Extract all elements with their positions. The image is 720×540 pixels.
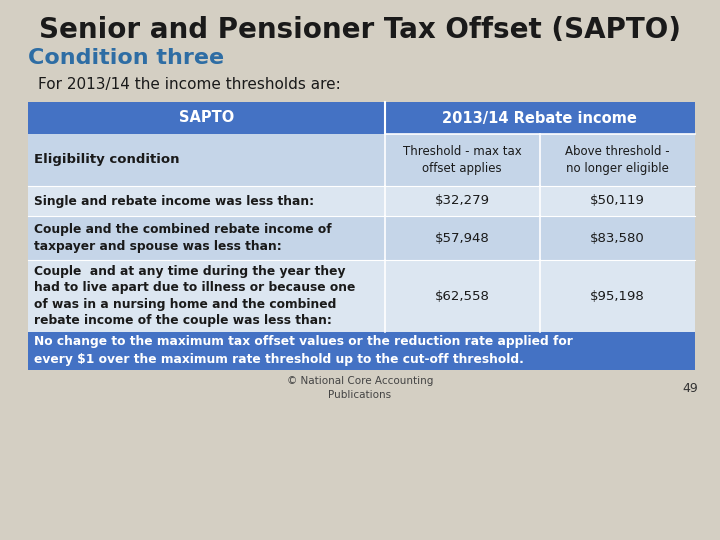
Text: Couple  and at any time during the year they
had to live apart due to illness or: Couple and at any time during the year t… (34, 265, 356, 327)
Text: Threshold - max tax
offset applies: Threshold - max tax offset applies (403, 145, 521, 175)
Text: $83,580: $83,580 (590, 232, 644, 245)
Bar (28, 102, 695, 134)
Text: Condition three: Condition three (28, 48, 224, 68)
Text: Single and rebate income was less than:: Single and rebate income was less than: (34, 194, 314, 207)
Bar (28, 260, 695, 332)
Text: $95,198: $95,198 (590, 289, 644, 302)
Text: $57,948: $57,948 (435, 232, 490, 245)
Text: 2013/14 Rebate income: 2013/14 Rebate income (443, 111, 637, 125)
Text: Senior and Pensioner Tax Offset (SAPTO): Senior and Pensioner Tax Offset (SAPTO) (39, 16, 681, 44)
Text: every $1 over the maximum rate threshold up to the cut-off threshold.: every $1 over the maximum rate threshold… (34, 354, 524, 367)
Bar (28, 332, 695, 370)
Text: No change to the maximum tax offset values or the reduction rate applied for: No change to the maximum tax offset valu… (34, 335, 573, 348)
Text: $62,558: $62,558 (435, 289, 490, 302)
Text: SAPTO: SAPTO (179, 111, 234, 125)
Text: $50,119: $50,119 (590, 194, 644, 207)
Text: 49: 49 (683, 381, 698, 395)
Text: For 2013/14 the income thresholds are:: For 2013/14 the income thresholds are: (38, 78, 341, 92)
Bar (28, 216, 695, 260)
Text: Couple and the combined rebate income of
taxpayer and spouse was less than:: Couple and the combined rebate income of… (34, 223, 332, 253)
Text: © National Core Accounting
Publications: © National Core Accounting Publications (287, 376, 433, 400)
Bar (28, 134, 695, 186)
Text: Eligibility condition: Eligibility condition (34, 153, 179, 166)
Text: $32,279: $32,279 (435, 194, 490, 207)
Bar (28, 186, 695, 216)
Text: Above threshold -
no longer eligible: Above threshold - no longer eligible (565, 145, 670, 175)
